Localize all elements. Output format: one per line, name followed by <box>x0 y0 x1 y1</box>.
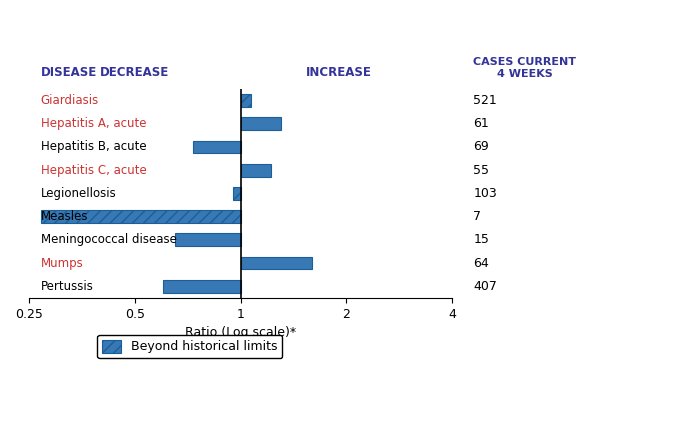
Text: Mumps: Mumps <box>41 256 83 270</box>
Text: Hepatitis A, acute: Hepatitis A, acute <box>41 117 146 130</box>
Text: DISEASE: DISEASE <box>41 65 97 79</box>
Text: 407: 407 <box>473 280 498 293</box>
Text: 69: 69 <box>473 141 490 153</box>
Text: 61: 61 <box>473 117 490 130</box>
Text: Measles: Measles <box>41 210 88 223</box>
Legend: Beyond historical limits: Beyond historical limits <box>97 335 282 358</box>
Text: 64: 64 <box>473 256 490 270</box>
Text: Meningococcal disease: Meningococcal disease <box>41 233 176 246</box>
Bar <box>193 141 241 153</box>
Text: 103: 103 <box>473 187 497 200</box>
Bar <box>241 257 313 269</box>
Text: Legionellosis: Legionellosis <box>41 187 117 200</box>
Text: DECREASE: DECREASE <box>100 65 170 79</box>
Bar <box>175 233 241 246</box>
Text: Giardiasis: Giardiasis <box>41 94 99 107</box>
Text: INCREASE: INCREASE <box>306 65 372 79</box>
Text: CASES CURRENT
4 WEEKS: CASES CURRENT 4 WEEKS <box>473 57 576 79</box>
Text: Pertussis: Pertussis <box>41 280 94 293</box>
Bar <box>233 187 241 200</box>
Bar <box>163 280 241 293</box>
Text: 15: 15 <box>473 233 490 246</box>
Bar <box>41 210 241 223</box>
Bar <box>241 164 271 176</box>
Text: Hepatitis B, acute: Hepatitis B, acute <box>41 141 146 153</box>
Bar <box>241 94 251 107</box>
Text: 55: 55 <box>473 164 490 177</box>
X-axis label: Ratio (Log scale)*: Ratio (Log scale)* <box>185 326 296 339</box>
Bar <box>241 118 281 130</box>
Text: 521: 521 <box>473 94 497 107</box>
Text: 7: 7 <box>473 210 481 223</box>
Text: Hepatitis C, acute: Hepatitis C, acute <box>41 164 146 177</box>
